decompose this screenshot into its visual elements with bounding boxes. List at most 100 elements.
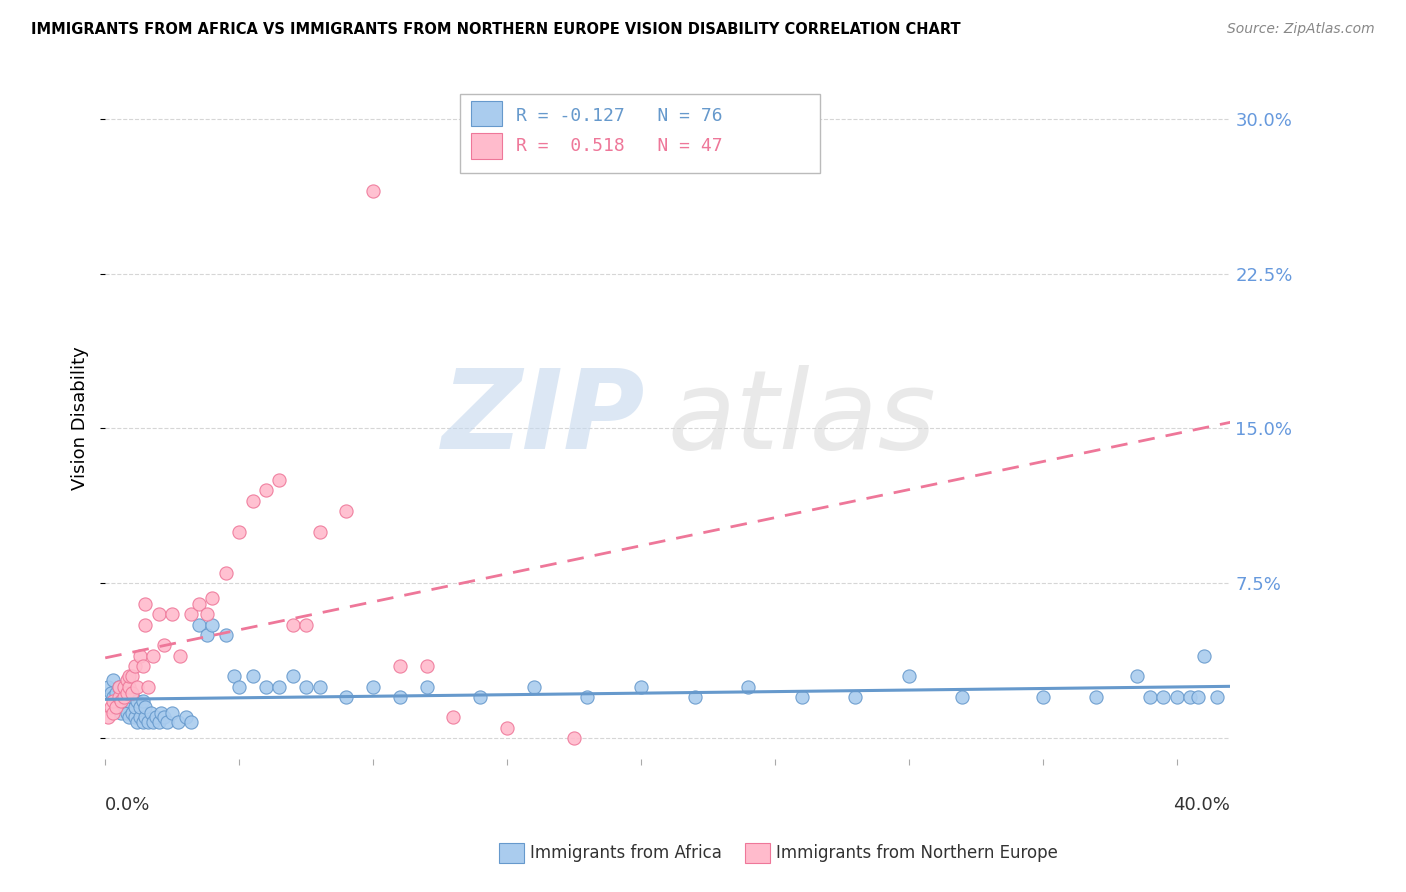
Point [103,706,125,721]
Text: R =  0.518   N = 47: R = 0.518 N = 47 [516,137,723,155]
Point [104,686,127,700]
Point [100,700,122,714]
Point [1187,690,1209,704]
Point [180,714,202,729]
Point [156,714,179,729]
Point [148,607,170,622]
Point [335,504,357,518]
Point [139,706,162,721]
Point [1085,690,1108,704]
Point [228,680,250,694]
Point [737,680,759,694]
Point [1139,690,1161,704]
Point [174,710,197,724]
Point [254,680,277,694]
Point [118,669,141,683]
Point [115,673,138,688]
Point [153,710,176,724]
Point [110,694,132,708]
Point [335,690,357,704]
Point [134,617,156,632]
Point [136,714,159,729]
Point [576,690,599,704]
Point [242,669,264,683]
Point [110,690,132,704]
Point [683,690,706,704]
Point [308,524,330,539]
Point [295,617,318,632]
Point [153,638,176,652]
Point [215,628,238,642]
Point [97,680,120,694]
Point [132,658,155,673]
Text: R = -0.127   N = 76: R = -0.127 N = 76 [516,107,723,125]
Point [129,648,152,663]
Point [470,690,492,704]
Point [127,714,149,729]
Point [112,700,135,714]
Point [104,694,127,708]
Point [112,690,135,704]
Point [952,690,974,704]
Text: Immigrants from Northern Europe: Immigrants from Northern Europe [776,844,1057,862]
Point [222,669,245,683]
Point [129,710,152,724]
Point [103,690,125,704]
Point [103,673,125,688]
Point [415,680,437,694]
Point [790,690,813,704]
Point [124,700,146,714]
Point [269,680,291,694]
Point [242,493,264,508]
Point [1206,690,1229,704]
Point [308,680,330,694]
Point [254,483,277,498]
Point [112,680,135,694]
Point [142,648,165,663]
Point [127,680,149,694]
Point [127,694,149,708]
Point [1032,690,1054,704]
Point [201,591,224,605]
Point [132,714,155,729]
Point [195,628,218,642]
Point [115,686,138,700]
Point [188,617,211,632]
Point [124,710,146,724]
Point [134,700,156,714]
Point [281,669,304,683]
Point [201,617,224,632]
Point [121,690,143,704]
Point [129,700,152,714]
Point [115,706,138,721]
Point [124,658,146,673]
Point [160,706,183,721]
Point [180,607,202,622]
Point [110,706,132,721]
Point [112,694,135,708]
Point [118,680,141,694]
Text: 0.0%: 0.0% [105,797,150,814]
FancyBboxPatch shape [471,133,502,159]
Point [166,714,188,729]
Point [134,710,156,724]
Point [188,597,211,611]
Point [107,700,129,714]
Point [195,607,218,622]
Point [630,680,652,694]
Text: Immigrants from Africa: Immigrants from Africa [530,844,721,862]
Point [844,690,866,704]
Point [160,607,183,622]
Point [107,680,129,694]
Point [496,721,519,735]
Point [215,566,238,580]
Point [118,694,141,708]
Point [107,690,129,704]
Point [97,710,120,724]
Point [281,617,304,632]
Point [269,473,291,487]
Point [134,597,156,611]
Point [388,658,411,673]
Point [415,658,437,673]
Point [121,669,143,683]
